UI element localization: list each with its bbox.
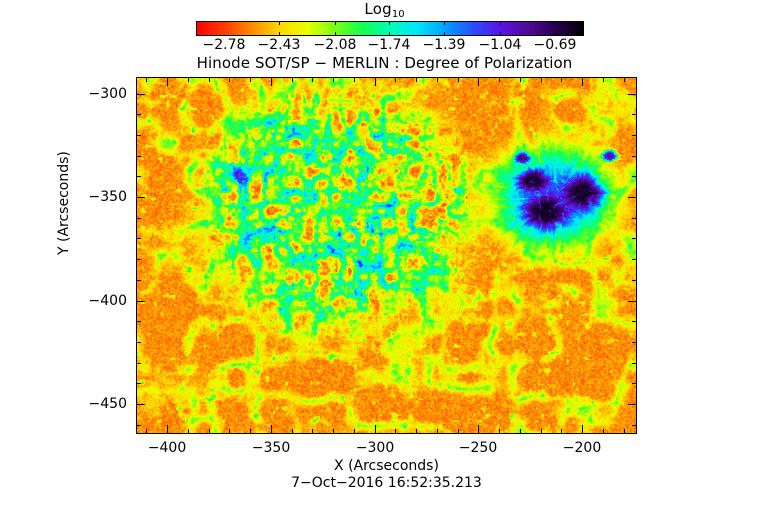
colorbar-tick-label: −1.39 bbox=[422, 37, 466, 53]
colorbar-tick bbox=[555, 22, 556, 25]
y-axis-title: Y (Arcseconds) bbox=[56, 151, 72, 255]
x-axis-tick-label: −350 bbox=[251, 440, 291, 456]
colorbar-tick-label: −1.04 bbox=[478, 37, 522, 53]
x-axis-tick-label: −250 bbox=[458, 440, 498, 456]
colorbar-tick bbox=[335, 32, 336, 35]
colorbar-tick-label: −1.74 bbox=[367, 37, 411, 53]
solar-map-image bbox=[136, 77, 637, 434]
colorbar-tick bbox=[500, 22, 501, 25]
y-axis-tick-label: −300 bbox=[88, 86, 127, 102]
colorbar-tick-label: −0.69 bbox=[533, 37, 577, 53]
x-axis-title: X (Arcseconds) bbox=[334, 458, 439, 474]
colorbar-gradient bbox=[196, 21, 584, 36]
colorbar-title-subscript: 10 bbox=[391, 9, 405, 20]
colorbar-tick bbox=[335, 22, 336, 25]
colorbar-tick bbox=[444, 32, 445, 35]
y-axis-tick-label: −350 bbox=[88, 189, 127, 205]
colorbar-tick bbox=[555, 32, 556, 35]
y-axis-tick-label: −450 bbox=[88, 396, 127, 412]
y-axis-tick-label: −400 bbox=[88, 293, 127, 309]
colorbar-tick bbox=[279, 22, 280, 25]
plot-title: Hinode SOT/SP − MERLIN : Degree of Polar… bbox=[196, 54, 573, 72]
x-axis-tick-label: −200 bbox=[562, 440, 602, 456]
x-axis-tick-label: −400 bbox=[147, 440, 187, 456]
colorbar bbox=[196, 21, 584, 36]
colorbar-tick bbox=[500, 32, 501, 35]
colorbar-tick bbox=[389, 22, 390, 25]
colorbar-tick-labels: −2.78 −2.43 −2.08 −1.74 −1.39 −1.04 −0.69 bbox=[0, 37, 769, 53]
colorbar-tick bbox=[389, 32, 390, 35]
colorbar-tick bbox=[279, 32, 280, 35]
colorbar-tick-label: −2.43 bbox=[257, 37, 301, 53]
colorbar-title: Log10 bbox=[0, 0, 769, 21]
colorbar-tick-label: −2.78 bbox=[202, 37, 246, 53]
colorbar-tick-label: −2.08 bbox=[313, 37, 357, 53]
x-axis-tick-label: −300 bbox=[355, 440, 395, 456]
colorbar-tick bbox=[444, 22, 445, 25]
colorbar-title-text: Log bbox=[364, 0, 392, 18]
polarization-heatmap bbox=[136, 77, 637, 434]
observation-timestamp: 7−Oct−2016 16:52:35.213 bbox=[291, 475, 482, 491]
